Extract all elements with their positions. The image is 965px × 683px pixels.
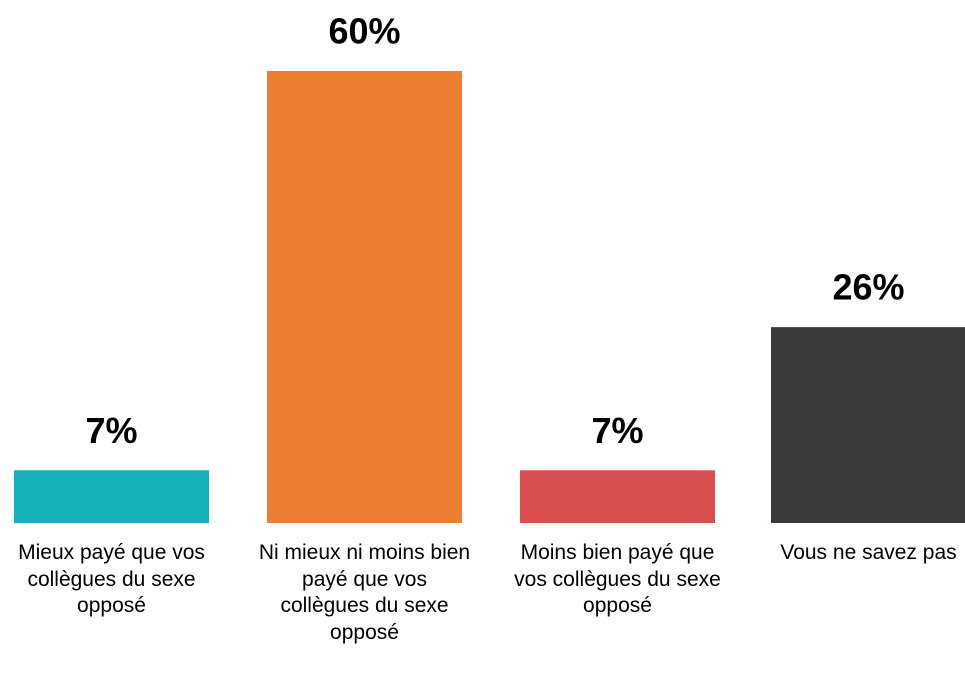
- category-label: Moins bien payé que vos collègues du sex…: [514, 541, 721, 617]
- value-label: 26%: [832, 267, 904, 308]
- category-label: Vous ne savez pas: [780, 541, 957, 564]
- bar: [520, 470, 715, 523]
- value-label: 60%: [328, 11, 400, 52]
- value-label: 7%: [85, 410, 137, 451]
- bar: [14, 470, 209, 523]
- bar: [771, 327, 965, 523]
- value-label: 7%: [591, 410, 643, 451]
- bar: [267, 71, 462, 523]
- category-label: Mieux payé que vos collègues du sexe opp…: [18, 541, 205, 617]
- category-label: Ni mieux ni moins bien payé que vos coll…: [258, 541, 471, 644]
